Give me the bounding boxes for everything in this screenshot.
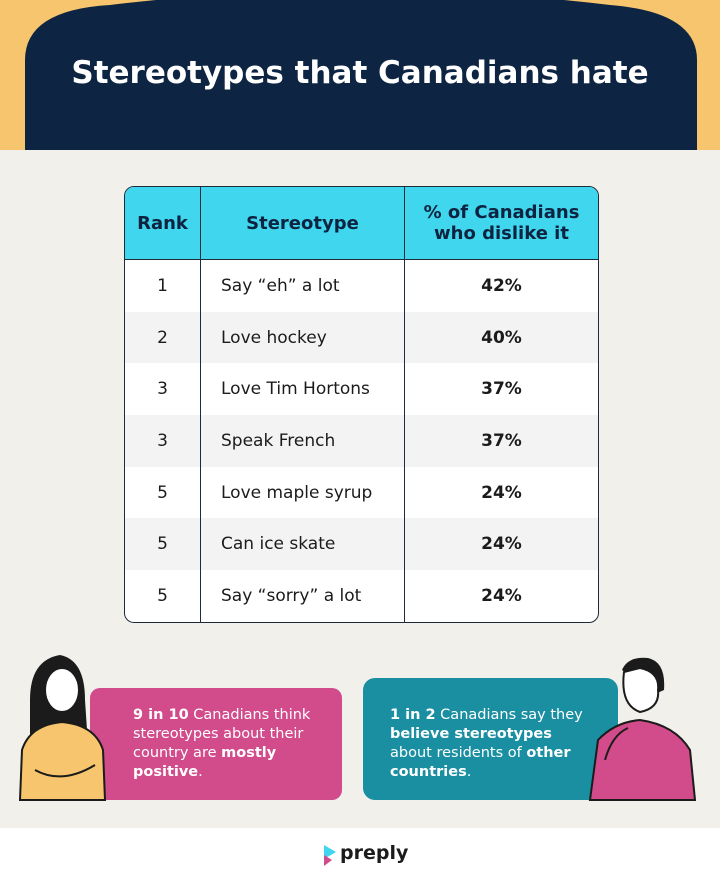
logo: preply	[340, 842, 409, 864]
table-cell: 42%	[481, 275, 522, 296]
table-cell: 2	[125, 311, 201, 364]
callout-text: Canadians think stereotypes about their …	[133, 707, 311, 761]
table-cell: 37%	[481, 430, 522, 451]
table-cell: Say “eh” a lot	[201, 260, 405, 312]
table-cell: 24%	[481, 534, 522, 555]
table-row: 3 Speak French 37%	[125, 415, 598, 467]
table-cell: Say “sorry” a lot	[201, 570, 405, 622]
callout-text: mostly positive	[133, 745, 277, 780]
table-cell: Love Tim Hortons	[201, 363, 405, 416]
table-cell: Speak French	[201, 415, 405, 467]
callout-text: Canadians say they	[435, 707, 583, 723]
table-cell: 40%	[481, 327, 522, 348]
callout: 1 in 2 Canadians say they believe stereo…	[390, 706, 595, 782]
table-cell: Love maple syrup	[201, 466, 405, 519]
table-row: 2 Love hockey 40%	[125, 311, 598, 364]
callout: 9 in 10 Canadians think stereotypes abou…	[133, 706, 328, 782]
callout-text: 9 in 10	[133, 707, 189, 723]
table-cell: 5	[125, 570, 201, 622]
table-row: 5 Say “sorry” a lot 24%	[125, 570, 598, 622]
column-header: Stereotype	[201, 187, 405, 259]
table-cell: 5	[125, 518, 201, 571]
callout-text: 1 in 2	[390, 707, 436, 723]
callout-text: other countries	[390, 745, 571, 780]
table-row: 1 Say “eh” a lot 42%	[125, 260, 598, 312]
table-row: 3 Love Tim Hortons 37%	[125, 363, 598, 416]
table-cell: 37%	[481, 379, 522, 400]
table-cell: 3	[125, 363, 201, 416]
table-cell: 24%	[481, 482, 522, 503]
callout-text: about residents of	[390, 745, 527, 761]
title: Stereotypes that Canadians hate	[71, 55, 649, 91]
table-cell: 5	[125, 466, 201, 519]
column-header: % of Canadians who dislike it	[423, 202, 580, 244]
table-cell: 1	[125, 260, 201, 312]
table-cell: 24%	[481, 585, 522, 606]
table-cell: 3	[125, 415, 201, 467]
callout-text: .	[466, 764, 472, 780]
table-cell: Can ice skate	[201, 518, 405, 571]
table-row: 5 Love maple syrup 24%	[125, 466, 598, 519]
column-header: Rank	[125, 187, 201, 259]
table-cell: Love hockey	[201, 311, 405, 364]
callout-text: .	[198, 764, 203, 780]
table-row: 5 Can ice skate 24%	[125, 518, 598, 571]
table: Rank Stereotype % of Canadians who dislike…	[124, 186, 599, 623]
callout-text: believe stereotypes	[390, 726, 552, 742]
header-row: Rank Stereotype % of Canadians who dislike…	[125, 187, 598, 260]
